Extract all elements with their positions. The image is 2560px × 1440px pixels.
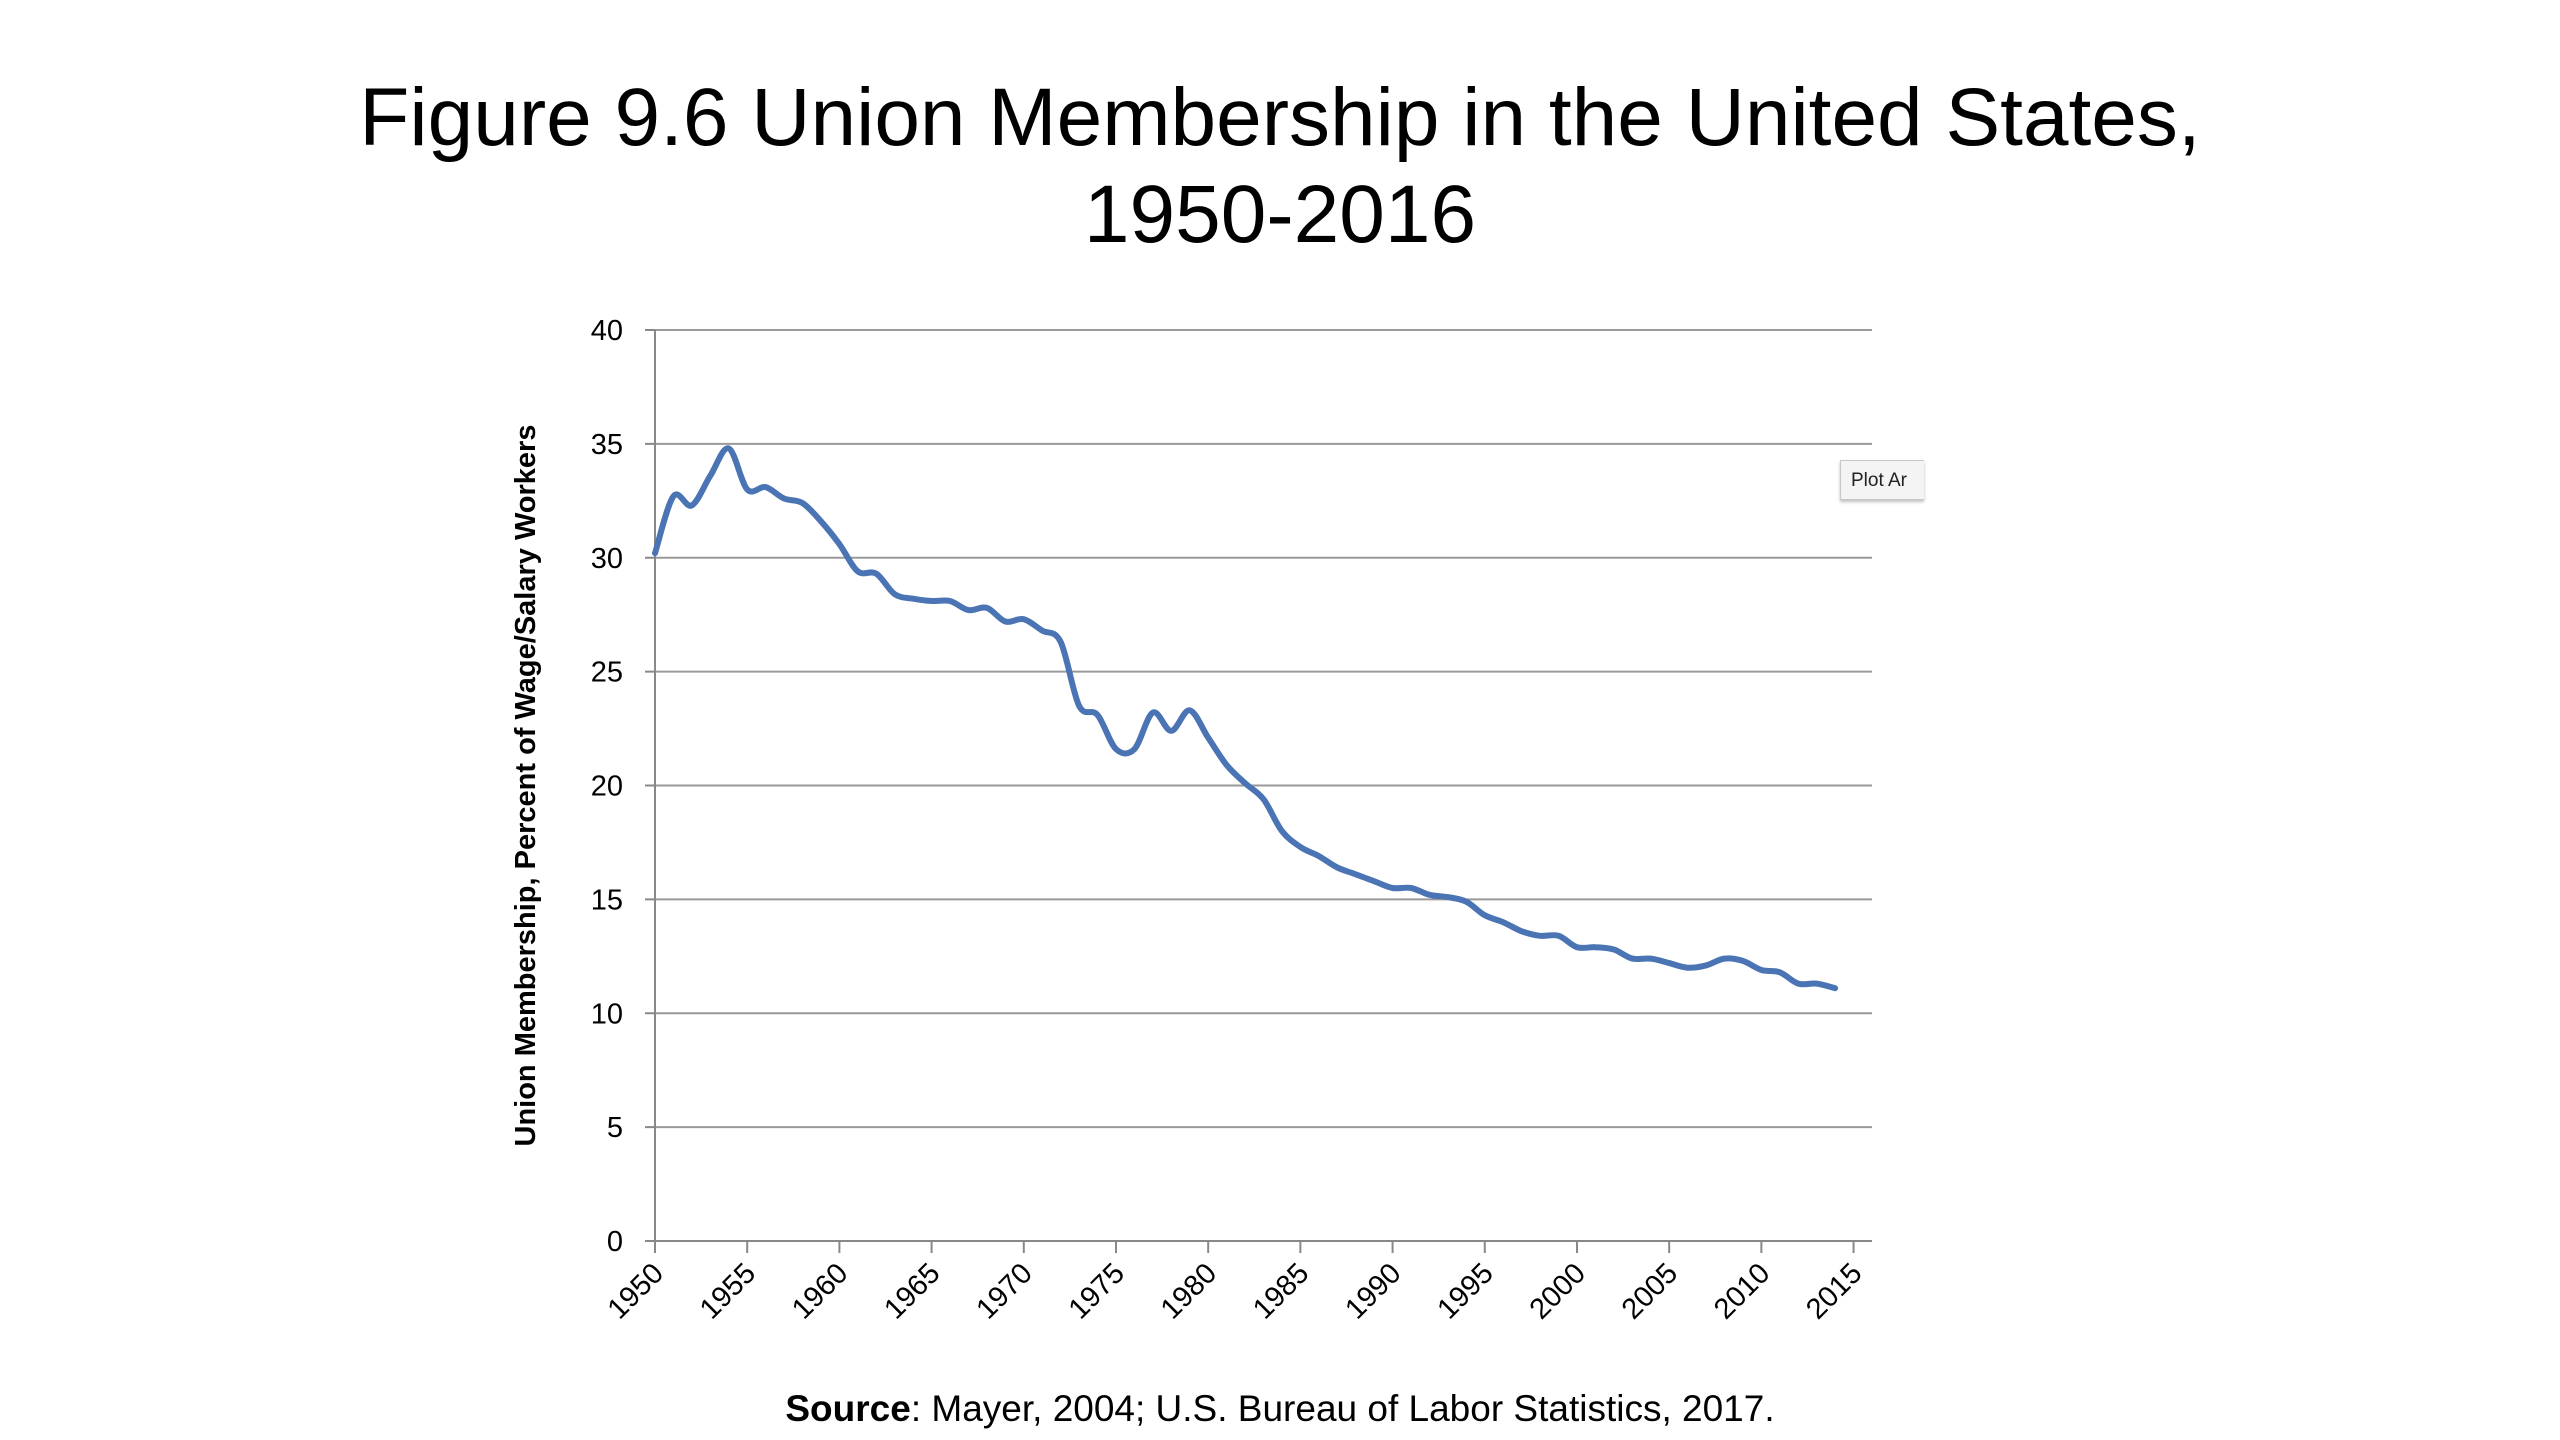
- gridlines: [655, 329, 1872, 1129]
- x-tick-label: 2010: [1708, 1257, 1776, 1325]
- y-tick-label: 5: [607, 1112, 623, 1144]
- x-tick-label: 1965: [878, 1257, 946, 1325]
- y-axis-label: Union Membership, Percent of Wage/Salary…: [510, 425, 542, 1147]
- y-tick-label: 40: [591, 315, 623, 347]
- y-tick-label: 20: [591, 771, 623, 803]
- y-tick-label: 25: [591, 657, 623, 689]
- chart-title-line-2: 1950-2016: [1083, 168, 1477, 260]
- series-group: [652, 445, 1839, 992]
- x-tick-label: 1980: [1155, 1257, 1223, 1325]
- x-tick-label: 1985: [1247, 1257, 1315, 1325]
- x-tick-label: 2000: [1524, 1257, 1592, 1325]
- x-tick-label: 1975: [1063, 1257, 1131, 1325]
- x-tick-label: 1950: [602, 1257, 670, 1325]
- x-tick-label: 1990: [1339, 1257, 1407, 1325]
- source-text: : Mayer, 2004; U.S. Bureau of Labor Stat…: [910, 1388, 1775, 1429]
- line-chart: 0 5 10 15 20 25 30 35 40 1950 1955 1960 1965 1970 197…: [510, 315, 1872, 1326]
- x-tick-label: 2005: [1616, 1257, 1684, 1325]
- plot-area-tooltip: Plot Ar: [1840, 460, 1924, 500]
- source-note: Source: Mayer, 2004; U.S. Bureau of Labo…: [0, 1388, 2560, 1430]
- source-label: Source: [785, 1388, 911, 1429]
- x-tick-label: 1995: [1431, 1257, 1499, 1325]
- x-axis-ticks: 1950 1955 1960 1965 1970 1975 1980 1985 1990 1995…: [602, 1241, 1869, 1326]
- y-tick-label: 30: [591, 543, 623, 575]
- y-tick-label: 10: [591, 998, 623, 1030]
- chart-title: Figure 9.6 Union Membership in the Unite…: [0, 70, 2560, 264]
- x-tick-label: 1970: [970, 1257, 1038, 1325]
- y-tick-label: 15: [591, 884, 623, 916]
- chart-title-line-1: Figure 9.6 Union Membership in the Unite…: [359, 72, 2201, 163]
- x-tick-label: 2015: [1800, 1257, 1868, 1325]
- x-tick-label: 1960: [786, 1257, 854, 1325]
- y-axis-ticks: 0 5 10 15 20 25 30 35 40: [591, 315, 655, 1258]
- union-membership-line: [652, 445, 1839, 992]
- x-tick-label: 1955: [694, 1257, 762, 1325]
- y-tick-label: 35: [591, 429, 623, 461]
- y-tick-label: 0: [607, 1226, 623, 1258]
